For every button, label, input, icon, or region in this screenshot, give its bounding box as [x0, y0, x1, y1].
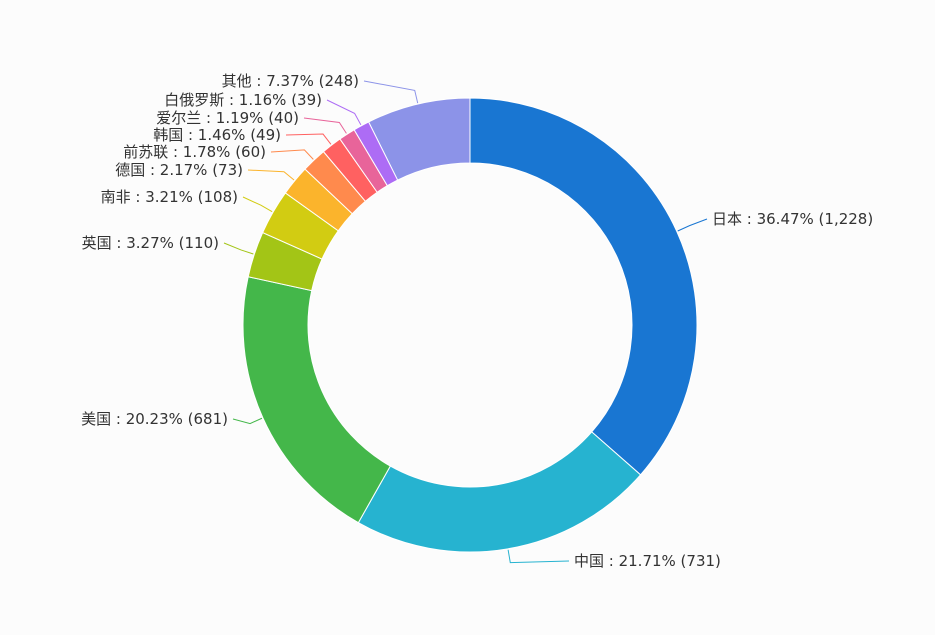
- slice-label-10: 白俄罗斯 : 1.16% (39): [164, 91, 322, 109]
- donut-slice-2[interactable]: [357, 431, 642, 553]
- donut-slice-11[interactable]: [367, 97, 471, 181]
- slice-label-9: 爱尔兰 : 1.19% (40): [156, 109, 299, 127]
- slice-label-4: 英国 : 3.27% (110): [82, 234, 219, 252]
- slice-label-6: 德国 : 2.17% (73): [115, 161, 243, 179]
- slice-label-8: 韩国 : 1.46% (49): [153, 126, 281, 144]
- slice-label-11: 其他 : 7.37% (248): [222, 72, 359, 90]
- leader-line-11: [363, 80, 419, 104]
- leader-line-8: [285, 133, 332, 145]
- leader-line-1: [677, 218, 708, 232]
- leader-line-6: [247, 169, 295, 181]
- leader-line-4: [223, 242, 254, 255]
- slice-label-7: 前苏联 : 1.78% (60): [123, 143, 266, 161]
- slice-label-2: 中国 : 21.71% (731): [574, 552, 721, 570]
- leader-line-5: [242, 196, 273, 213]
- donut-slice-1[interactable]: [469, 97, 698, 476]
- leader-line-9: [303, 117, 347, 134]
- slice-label-1: 日本 : 36.47% (1,228): [712, 210, 873, 228]
- leader-line-7: [270, 149, 314, 160]
- leader-line-2: [507, 549, 570, 564]
- slice-label-5: 南非 : 3.21% (108): [101, 188, 238, 206]
- leader-line-3: [232, 417, 263, 425]
- slice-label-3: 美国 : 20.23% (681): [81, 410, 228, 428]
- donut-slice-3[interactable]: [242, 276, 392, 524]
- leader-line-10: [326, 99, 362, 126]
